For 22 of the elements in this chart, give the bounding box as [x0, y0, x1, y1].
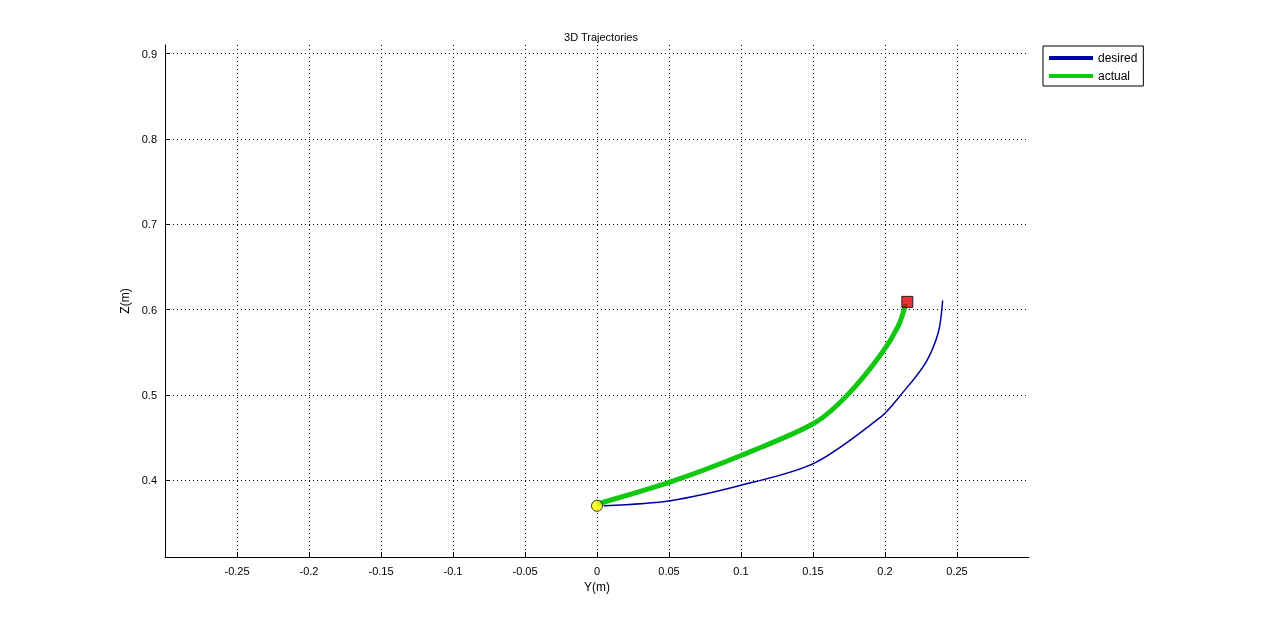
y-tick-label: 0.6 [141, 303, 157, 316]
x-tick-label: 0.05 [658, 564, 680, 577]
x-tick-label: 0.1 [733, 564, 749, 577]
x-tick-label: 0.15 [802, 564, 824, 577]
y-tick-label: 0.5 [141, 388, 157, 401]
y-tick-label: 0.8 [141, 132, 157, 145]
x-tick-label: 0 [593, 564, 601, 577]
legend-label: desired [1098, 51, 1138, 65]
x-tick-label: -0.1 [443, 564, 463, 577]
x-tick-label: 0.2 [877, 564, 893, 577]
legend-label: actual [1098, 69, 1131, 83]
y-tick-label: 0.7 [141, 218, 157, 231]
x-tick-label: -0.15 [368, 564, 394, 577]
x-tick-label: -0.2 [299, 564, 319, 577]
x-tick-label: 0.25 [946, 564, 968, 577]
x-tick-label: -0.25 [224, 564, 250, 577]
x-tick-label: -0.05 [512, 564, 538, 577]
y-axis-title: Z(m) [117, 288, 132, 314]
y-tick-label: 0.9 [141, 47, 157, 60]
y-tick-label: 0.4 [141, 474, 157, 487]
x-axis-title: Y(m) [584, 579, 610, 594]
chart-title: 3D Trajectories [564, 30, 639, 43]
